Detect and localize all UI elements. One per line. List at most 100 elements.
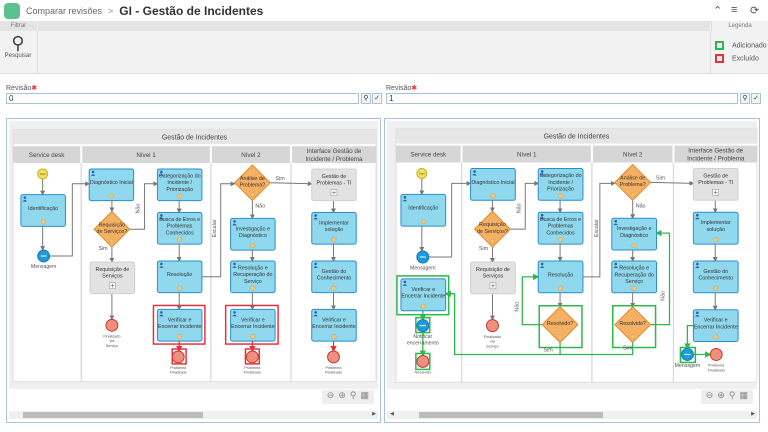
label-line: Categorização do bbox=[540, 173, 582, 179]
flow-label: Sim bbox=[544, 347, 554, 353]
search-button[interactable]: ⚲ Pesquisar bbox=[2, 33, 34, 63]
scroll-right-arrow[interactable]: ▶ bbox=[372, 411, 376, 417]
flow-label: Não bbox=[661, 291, 667, 301]
export-icon[interactable]: ▦ bbox=[739, 390, 748, 400]
gateway[interactable]: Resolvido? bbox=[614, 306, 652, 344]
gateway[interactable]: Análise de Problema? bbox=[614, 163, 652, 202]
task[interactable]: Verificar e Encerrar Incidente bbox=[311, 308, 357, 342]
gateway[interactable]: Resolvido? bbox=[541, 306, 579, 344]
diagram-canvas[interactable]: Gestão de Incidentes Service desk Nível 1 N… bbox=[387, 121, 758, 389]
event[interactable]: Finalizado via Serviço bbox=[484, 319, 501, 349]
event[interactable]: Start bbox=[416, 167, 428, 179]
zoom-fit-icon[interactable]: ⚲ bbox=[728, 390, 736, 400]
event[interactable]: Mensagem bbox=[410, 250, 436, 271]
label-line: Finalizado bbox=[484, 335, 501, 339]
label-line: Diagnóstico Inicial bbox=[471, 180, 514, 186]
node-label: Implementar solução bbox=[319, 220, 349, 233]
revision-right-search-button[interactable]: ⚲ bbox=[740, 93, 750, 104]
task[interactable]: Gestão do Conhecimento bbox=[311, 260, 357, 294]
legend-label: Adicionado bbox=[732, 42, 767, 50]
task-box bbox=[537, 211, 584, 245]
task-box bbox=[311, 260, 357, 294]
form-icon bbox=[250, 243, 256, 249]
start-event bbox=[37, 168, 49, 180]
revision-left-field[interactable]: 0 bbox=[6, 93, 359, 104]
zoom-out-icon[interactable]: ⊖ bbox=[705, 390, 714, 400]
diagram-canvas[interactable]: Gestão de Incidentes Service desk Nível 1 N… bbox=[9, 121, 378, 389]
task[interactable]: Implementar solução bbox=[692, 211, 739, 245]
subprocess[interactable]: Requisição de Serviços bbox=[470, 261, 516, 295]
gateway[interactable]: Requisição de Serviços? bbox=[473, 210, 512, 248]
horizontal-scrollbar[interactable]: ▶ bbox=[9, 411, 378, 419]
task[interactable]: Verificar e Encerrar Incidente bbox=[156, 308, 203, 342]
export-icon[interactable]: ▦ bbox=[360, 390, 369, 400]
sequence-flow bbox=[684, 324, 694, 350]
task[interactable]: Investigação e Diagnóstico bbox=[611, 217, 658, 251]
subprocess[interactable]: Requisição de Serviços bbox=[89, 261, 136, 295]
revision-right-label: Revisão✱ bbox=[386, 85, 418, 92]
node-label: Problema Finalizado bbox=[708, 364, 726, 373]
task[interactable]: Categorização do Incidente / Priorização bbox=[156, 168, 203, 202]
scrollbar-thumb[interactable] bbox=[419, 412, 603, 418]
event[interactable]: Problema Finalizado bbox=[325, 350, 342, 375]
scroll-left-arrow[interactable]: ◀ bbox=[390, 411, 394, 417]
scroll-right-arrow[interactable]: ▶ bbox=[751, 411, 755, 417]
label-line: Gestão do bbox=[322, 269, 347, 275]
label-line: Problemas bbox=[548, 224, 574, 230]
revision-right-field[interactable]: 1 bbox=[386, 93, 738, 104]
gateway[interactable]: Análise de Problema? bbox=[233, 164, 271, 202]
task[interactable]: Diagnóstico Inicial bbox=[470, 167, 516, 201]
user-icon bbox=[402, 280, 408, 286]
revision-left-search-button[interactable]: ⚲ bbox=[361, 93, 371, 104]
task[interactable]: Verificar e Encerrar Incidente bbox=[692, 309, 739, 343]
form-icon bbox=[630, 192, 635, 197]
task[interactable]: Identificação bbox=[20, 194, 66, 227]
task[interactable]: Resolução bbox=[156, 260, 203, 294]
flow-label: Não bbox=[514, 302, 520, 312]
node-label: Resolução bbox=[548, 272, 573, 278]
list-icon[interactable]: ≡ bbox=[731, 4, 738, 16]
event[interactable]: Notificar encerramento bbox=[407, 319, 439, 347]
refresh-icon[interactable]: ⟳ bbox=[750, 5, 760, 17]
revision-right-clear-button[interactable]: ✓ bbox=[751, 93, 761, 104]
label-line: Requisição de bbox=[476, 267, 510, 273]
zoom-out-icon[interactable]: ⊖ bbox=[326, 390, 335, 400]
task[interactable]: Gestão do Conhecimento bbox=[692, 260, 739, 294]
task[interactable]: Verificar e Encerrar Incidente bbox=[230, 308, 276, 342]
task-box bbox=[311, 168, 357, 202]
subprocess[interactable]: Gestão de Problemas - TI bbox=[311, 168, 357, 202]
revision-left-clear-button[interactable]: ✓ bbox=[372, 93, 382, 104]
scrollbar-thumb[interactable] bbox=[23, 412, 203, 418]
zoom-fit-icon[interactable]: ⚲ bbox=[349, 390, 357, 400]
label-line: Requisição bbox=[479, 222, 506, 228]
label-line: de Serviços? bbox=[96, 229, 127, 235]
event[interactable]: Resolvido bbox=[415, 354, 432, 374]
task[interactable]: Implementar solução bbox=[311, 211, 357, 245]
task[interactable]: Busca de Erros e Problemas Conhecidos bbox=[156, 211, 203, 245]
task[interactable]: Diagnóstico Inicial bbox=[88, 168, 135, 202]
gateway[interactable]: Requisição de Serviços? bbox=[93, 210, 131, 248]
zoom-in-icon[interactable]: ⊕ bbox=[717, 390, 725, 400]
event[interactable]: Start bbox=[37, 168, 49, 180]
event[interactable]: Problema Finalizado bbox=[244, 350, 261, 375]
task[interactable]: Categorização do Incidente / Priorização bbox=[537, 167, 584, 201]
zoom-in-icon[interactable]: ⊕ bbox=[338, 390, 346, 400]
subprocess[interactable]: Gestão de Problemas - TI bbox=[692, 167, 739, 201]
collapse-icon[interactable]: ⌃ bbox=[713, 5, 723, 17]
task[interactable]: Resolução e Recuperação do Serviço bbox=[611, 260, 658, 294]
task[interactable]: Resolução bbox=[537, 260, 584, 294]
event[interactable]: Mensagem bbox=[31, 249, 56, 270]
breadcrumb-parent[interactable]: Comparar revisões bbox=[26, 6, 103, 16]
task[interactable]: Identificação bbox=[400, 193, 447, 227]
task[interactable]: Busca de Erros e Problemas Conhecidos bbox=[537, 211, 584, 245]
user-icon-head bbox=[540, 170, 544, 173]
task[interactable]: Verificar e Encerrar Incidente bbox=[400, 278, 447, 312]
flow-label: Sim bbox=[479, 246, 489, 252]
task[interactable]: Investigação e Diagnóstico bbox=[230, 217, 276, 251]
horizontal-scrollbar[interactable]: ◀ ▶ bbox=[387, 411, 757, 419]
task[interactable]: Resolução e Recuperação do Serviço bbox=[230, 260, 276, 294]
lane-title: Incidente / Problema bbox=[305, 156, 363, 163]
event[interactable]: Problema Finalizado bbox=[708, 348, 726, 373]
event[interactable]: Finalizado via Serviço bbox=[103, 318, 120, 348]
event[interactable]: Mensagem bbox=[675, 348, 701, 369]
